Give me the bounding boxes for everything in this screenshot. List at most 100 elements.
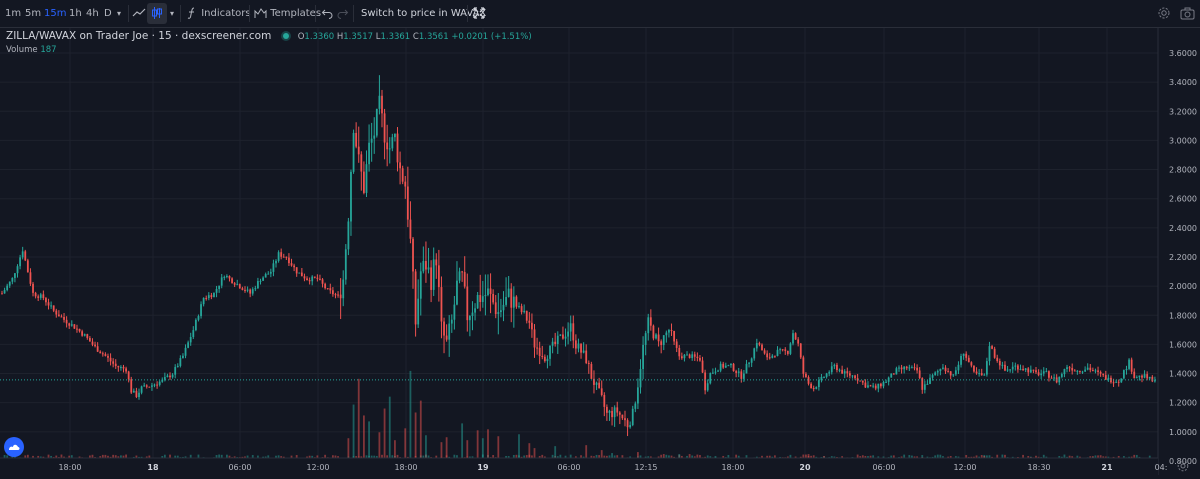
candle-body bbox=[528, 320, 531, 323]
candle-body bbox=[47, 302, 50, 306]
candle-body bbox=[973, 365, 975, 372]
candle-body bbox=[138, 392, 140, 398]
indicators-button[interactable]: Indicators bbox=[186, 0, 251, 27]
volume-bar bbox=[515, 454, 518, 460]
candle-body bbox=[1004, 364, 1006, 371]
candle-body bbox=[29, 272, 32, 284]
candle-body bbox=[947, 371, 950, 373]
candle-body bbox=[825, 373, 828, 377]
candle-body bbox=[1089, 367, 1092, 371]
candle-body bbox=[14, 273, 16, 278]
candle-body bbox=[1148, 376, 1151, 379]
candle-body bbox=[531, 322, 533, 330]
candle-body bbox=[419, 271, 422, 299]
candle-body bbox=[727, 365, 730, 367]
settings-gear-icon[interactable] bbox=[1157, 0, 1171, 27]
candle-body bbox=[169, 375, 171, 378]
candle-body bbox=[386, 142, 389, 150]
tradingview-logo-icon[interactable] bbox=[4, 437, 24, 457]
interval-15m[interactable]: 15m bbox=[44, 8, 67, 19]
price-tick-label: 1.2000 bbox=[1169, 399, 1197, 408]
fullscreen-icon[interactable] bbox=[473, 0, 485, 27]
candle-body bbox=[670, 330, 673, 332]
axis-settings-icon[interactable] bbox=[1176, 458, 1190, 472]
switch-price-button[interactable]: Switch to price in WAVAX bbox=[361, 8, 487, 19]
candle-body bbox=[991, 346, 993, 349]
candle-body bbox=[394, 133, 396, 138]
templates-button[interactable]: Templates bbox=[254, 0, 321, 27]
interval-4h[interactable]: 4h bbox=[86, 8, 99, 19]
volume-bar bbox=[936, 454, 939, 460]
candle-body bbox=[1104, 375, 1107, 380]
interval-5m[interactable]: 5m bbox=[25, 8, 42, 19]
candle-body bbox=[458, 271, 461, 281]
chart-area[interactable]: 1.3561 3.6000 3.4000 3.2000 3.0000 2.8000 2.6… bbox=[0, 28, 1200, 475]
candle-body bbox=[838, 369, 841, 371]
time-tick-label: 06:00 bbox=[872, 463, 895, 472]
chevron-down-icon[interactable]: ▾ bbox=[117, 9, 122, 18]
candle-body bbox=[538, 347, 541, 356]
candle-body bbox=[272, 263, 275, 272]
candle-body bbox=[848, 373, 851, 376]
candle-body bbox=[262, 277, 264, 281]
volume-bar bbox=[512, 454, 515, 460]
candle-body bbox=[246, 289, 249, 291]
candlestick-icon[interactable] bbox=[147, 3, 167, 24]
candle-body bbox=[748, 362, 750, 364]
candle-body bbox=[135, 390, 138, 398]
candle-body bbox=[810, 383, 813, 389]
candle-body bbox=[520, 306, 523, 313]
chevron-down-icon[interactable]: ▾ bbox=[170, 9, 175, 18]
candle-body bbox=[815, 387, 818, 389]
candle-body bbox=[1146, 374, 1149, 379]
volume-bar bbox=[60, 454, 63, 460]
volume-bar bbox=[461, 423, 464, 460]
price-chart[interactable]: 1.3561 3.6000 3.4000 3.2000 3.0000 2.8000 2.6… bbox=[0, 28, 1200, 475]
candle-body bbox=[750, 358, 753, 363]
candle-body bbox=[218, 285, 221, 290]
redo-icon[interactable] bbox=[337, 0, 349, 27]
candle-body bbox=[551, 341, 554, 346]
candle-body bbox=[766, 353, 769, 358]
candle-body bbox=[755, 343, 758, 349]
candle-body bbox=[81, 331, 84, 336]
candle-body bbox=[776, 349, 779, 356]
candle-body bbox=[1017, 365, 1019, 370]
time-tick-label: 18 bbox=[147, 463, 159, 472]
candle-body bbox=[45, 298, 47, 303]
candle-body bbox=[132, 390, 135, 393]
candle-body bbox=[422, 261, 425, 272]
candle-body bbox=[949, 371, 952, 376]
line-chart-icon[interactable] bbox=[132, 0, 146, 27]
volume-bar bbox=[735, 454, 738, 460]
indicators-label: Indicators bbox=[201, 8, 251, 19]
candle-body bbox=[1045, 371, 1048, 373]
top-toolbar: 1m 5m 15m 1h 4h D ▾ ▾ Indicators Templat… bbox=[0, 0, 1200, 28]
candle-body bbox=[699, 357, 701, 361]
candle-body bbox=[895, 368, 898, 375]
candle-body bbox=[163, 377, 166, 380]
candle-body bbox=[324, 283, 327, 289]
templates-label: Templates bbox=[270, 8, 322, 19]
interval-d[interactable]: D bbox=[104, 8, 112, 19]
candle-body bbox=[404, 181, 407, 187]
volume-bar bbox=[662, 454, 665, 460]
candle-body bbox=[223, 276, 226, 278]
candle-body bbox=[344, 249, 347, 280]
candle-body bbox=[730, 363, 732, 366]
candle-body bbox=[319, 278, 321, 280]
candle-body bbox=[587, 362, 590, 364]
interval-1m[interactable]: 1m bbox=[5, 8, 22, 19]
divider bbox=[180, 5, 181, 22]
undo-icon[interactable] bbox=[321, 0, 333, 27]
interval-1h[interactable]: 1h bbox=[69, 8, 82, 19]
volume-bar bbox=[394, 440, 396, 460]
candle-body bbox=[8, 281, 11, 286]
volume-bar bbox=[476, 430, 479, 460]
candle-body bbox=[16, 266, 19, 274]
candle-body bbox=[1117, 381, 1120, 383]
camera-icon[interactable] bbox=[1180, 0, 1195, 27]
candle-body bbox=[96, 346, 99, 352]
volume-bar bbox=[425, 435, 427, 460]
candle-body bbox=[546, 358, 549, 362]
